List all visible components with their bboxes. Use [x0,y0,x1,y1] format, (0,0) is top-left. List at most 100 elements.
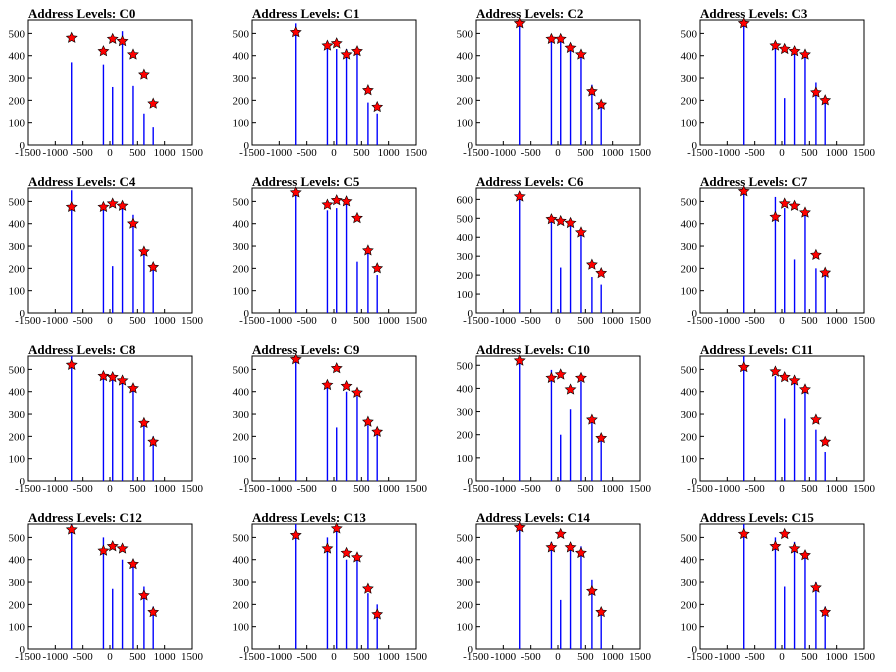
y-tick-label: 0 [244,140,250,152]
x-tick-label: 1000 [378,315,401,327]
chart-panel: Address Levels: C7 0 100 200 300 400 500 -1500-… [672,168,896,336]
level-marker [289,353,302,365]
x-tick-label: -500 [73,651,94,663]
level-marker [65,31,78,43]
level-marker [106,370,119,383]
y-tick-label: 500 [457,360,474,372]
level-marker [289,186,302,198]
y-tick-label: 300 [457,251,474,263]
level-marker [769,540,782,552]
y-tick-label: 100 [457,453,474,465]
chart-svg: 0 100 200 300 400 500 -1500 -1000 -500 0 500 1000 15… [233,353,428,495]
x-tick-label: 1500 [405,483,428,495]
y-tick-label: 400 [9,219,26,231]
level-marker [595,605,608,618]
chart-panel: Address Levels: C15 0 100 200 300 400 500 -1500… [672,504,896,672]
y-tick-label: 400 [457,51,474,63]
x-tick-label: 1000 [602,147,625,159]
y-tick-label: 400 [457,383,474,395]
y-tick-label: 300 [9,241,26,253]
level-marker [147,435,160,447]
level-marker [788,199,801,211]
x-tick-label: -1500 [15,651,41,663]
y-tick-label: 0 [20,644,26,656]
plot-frame [699,19,865,146]
x-tick-label: -1000 [266,651,292,663]
y-tick-label: 0 [692,644,698,656]
chart-svg: 0 100 200 300 400 500 -1500 -1000 -500 0 500 1000 15… [9,355,204,495]
y-tick-label: 600 [457,194,474,206]
y-tick-label: 400 [233,219,250,231]
chart-panel: Address Levels: C14 0 100 200 300 400 500 -1500… [448,504,672,672]
level-marker [362,582,374,594]
y-tick-label: 200 [681,95,698,107]
y-tick-label: 400 [681,51,698,63]
y-tick-label: 200 [457,430,474,442]
plot-frame [475,187,641,314]
level-marker [545,213,558,225]
y-tick-label: 500 [233,364,250,376]
level-marker [371,608,384,620]
level-marker [554,527,567,540]
y-tick-label: 400 [233,387,250,399]
level-marker [798,383,811,395]
x-tick-label: 500 [353,315,370,327]
chart-svg: 0 100 200 300 400 500 -1500 -1000 -500 0 500 1000 15… [9,19,204,159]
x-tick-label: 0 [779,483,785,495]
plot-frame [475,523,641,650]
x-tick-label: 1500 [181,315,204,327]
level-marker [126,48,139,60]
x-tick-label: -500 [521,147,542,159]
y-tick-label: 500 [9,196,26,208]
level-marker [810,86,822,98]
chart-panel: Address Levels: C12 0 100 200 300 400 500 -1500… [0,504,224,672]
level-marker [116,34,129,47]
level-marker [810,413,822,425]
level-marker [778,527,791,540]
x-tick-label: 0 [555,651,561,663]
level-marker [798,206,811,218]
chart-svg: 0 100 200 300 400 500 -1500 -1000 -500 0 500 1000 15… [681,523,876,663]
level-marker [138,68,150,80]
level-marker [97,369,110,382]
x-tick-label: 0 [779,315,785,327]
level-marker [362,84,374,96]
y-tick-label: 300 [233,409,250,421]
y-tick-label: 200 [233,431,250,443]
y-tick-label: 300 [233,577,250,589]
y-tick-label: 100 [9,118,26,130]
x-tick-label: 1500 [629,315,652,327]
x-tick-label: 1000 [154,483,177,495]
level-marker [513,190,526,202]
level-marker [106,32,119,44]
level-marker [371,262,384,274]
level-marker [595,266,608,279]
y-tick-label: 300 [681,73,698,85]
y-tick-label: 0 [692,476,698,488]
level-marker [810,248,822,260]
x-tick-label: -500 [297,315,318,327]
y-tick-label: 400 [457,555,474,567]
level-marker [819,94,832,106]
x-tick-label: 0 [555,315,561,327]
x-tick-label: 1500 [853,651,876,663]
y-tick-label: 400 [233,555,250,567]
level-marker [574,371,587,383]
x-tick-label: 500 [353,483,370,495]
x-tick-label: -1000 [490,483,516,495]
y-tick-label: 100 [681,622,698,634]
level-marker [330,522,343,534]
x-tick-label: 1500 [629,651,652,663]
level-marker [819,435,832,447]
level-marker [138,245,150,257]
x-tick-label: 500 [353,651,370,663]
chart-svg: 0 100 200 300 400 500 -1500 -1000 -500 0 500 1000 15… [681,355,876,495]
level-marker [340,195,353,207]
y-tick-label: 200 [457,270,474,282]
y-tick-label: 100 [457,622,474,634]
y-tick-label: 300 [9,73,26,85]
y-tick-label: 0 [244,308,250,320]
level-marker [545,541,558,553]
level-marker [595,431,608,444]
